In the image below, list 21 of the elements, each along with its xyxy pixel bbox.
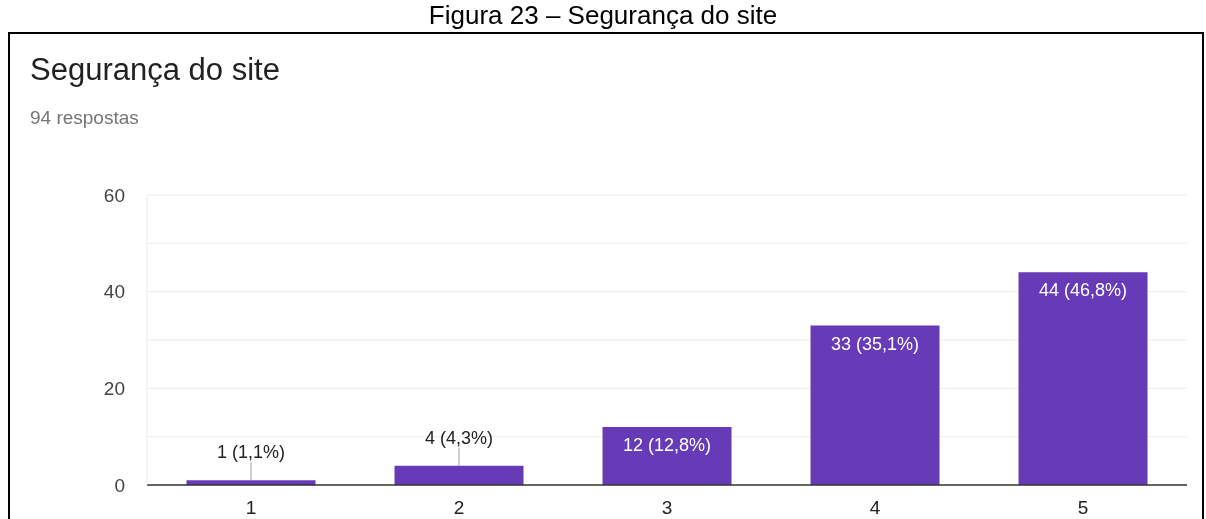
y-tick-label: 0 (114, 474, 125, 496)
data-label: 44 (46,8%) (1038, 280, 1128, 301)
data-label: 12 (12,8%) (622, 435, 712, 455)
x-tick-label: 5 (1077, 497, 1089, 519)
y-tick-label: 60 (103, 184, 125, 206)
bar (602, 427, 732, 485)
data-label: 33 (35,1%) (830, 333, 920, 354)
chart-subtitle: 94 respostas (30, 106, 139, 130)
text: Figura 23 – Segurança do site (427, 0, 779, 30)
x-tick-label: 4 (869, 497, 881, 519)
x-tick-label: 1 (245, 497, 257, 519)
data-label: 4 (4,3%) (425, 427, 494, 448)
x-tick-label: 3 (661, 497, 673, 519)
bar (1018, 272, 1148, 485)
x-tick-label: 2 (453, 497, 465, 519)
y-tick-label: 20 (103, 378, 125, 400)
chart-title: Segurança do site (30, 52, 280, 88)
y-tick-label: 40 (103, 281, 125, 303)
bar (394, 465, 524, 485)
bar (810, 325, 940, 485)
data-label: 1 (1,1%) (217, 442, 286, 463)
